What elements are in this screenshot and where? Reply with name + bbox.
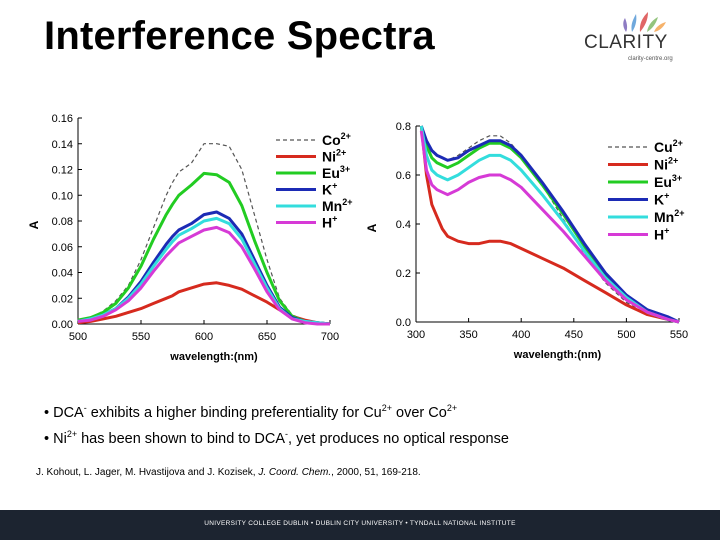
y-tick-label: 0.4 <box>396 219 411 231</box>
series-line-h <box>77 225 330 326</box>
bullet-list: • DCA- exhibits a higher binding prefere… <box>44 398 509 450</box>
y-tick-label: 0.00 <box>52 319 73 331</box>
y-tick-label: 0.8 <box>396 121 411 133</box>
legend-label: Cu2+ <box>654 138 683 155</box>
chart-2-plot: 0.0 0.2 0.4 0.6 0.8 300 350 400 450 500 550 wavelen… <box>365 121 688 361</box>
legend-label: Mn2+ <box>322 197 352 214</box>
chart-1-legend: Co2+Ni2+Eu3+K+Mn2+H+ <box>276 131 352 231</box>
x-tick-label: 550 <box>670 329 688 341</box>
chart-1-plot: 0.00 0.02 0.04 0.06 0.08 0.10 0.12 0.14 0.16 500 5… <box>27 113 339 363</box>
x-tick-label: 650 <box>258 331 276 343</box>
legend-label: Eu3+ <box>322 164 350 181</box>
series-line-eu <box>77 171 331 326</box>
y-axis-label: A <box>365 223 379 232</box>
slide-title: Interference Spectra <box>44 14 435 58</box>
logo-drops-icon <box>623 12 666 32</box>
legend-label: Ni2+ <box>322 148 346 165</box>
x-tick-label: 500 <box>69 331 87 343</box>
y-tick-label: 0.08 <box>52 216 73 228</box>
legend-label: Co2+ <box>322 131 351 148</box>
chart-2-legend: Cu2+Ni2+Eu3+K+Mn2+H+ <box>608 138 684 243</box>
x-tick-label: 350 <box>459 329 477 341</box>
y-axis-label: A <box>27 220 41 229</box>
reference-citation: J. Kohout, L. Jager, M. Hvastijova and J… <box>36 467 421 478</box>
y-tick-label: 0.2 <box>396 268 411 280</box>
legend-label: K+ <box>322 181 337 198</box>
series-line-h <box>419 130 680 324</box>
footer-institutions: UNIVERSITY COLLEGE DUBLIN • DUBLIN CITY … <box>204 520 516 527</box>
x-tick-label: 400 <box>512 329 530 341</box>
legend-label: K+ <box>654 191 669 208</box>
y-tick-label: 0.6 <box>396 170 411 182</box>
spectrum-chart-left: 0.00 0.02 0.04 0.06 0.08 0.10 0.12 0.14 0.16 500 5… <box>27 113 352 363</box>
x-tick-label: 600 <box>195 331 213 343</box>
y-tick-label: 0.04 <box>52 268 73 280</box>
y-tick-label: 0.16 <box>52 113 73 125</box>
legend-label: Eu3+ <box>654 173 682 190</box>
x-axis-label: wavelength:(nm) <box>513 349 602 361</box>
series-line-ni <box>419 125 680 324</box>
x-tick-label: 500 <box>617 329 635 341</box>
x-tick-label: 300 <box>407 329 425 341</box>
x-tick-label: 700 <box>321 331 339 343</box>
logo-subtitle: clarity-centre.org <box>628 56 673 62</box>
logo-wordmark: CLARITY <box>584 32 668 53</box>
legend-label: H+ <box>322 214 337 231</box>
y-tick-label: 0.06 <box>52 242 73 254</box>
bullet-item: • DCA- exhibits a higher binding prefere… <box>44 403 458 421</box>
series-line-k <box>419 125 680 324</box>
clarity-logo: CLARITY clarity-centre.org <box>584 10 694 66</box>
legend-label: Ni2+ <box>654 156 678 173</box>
legend-label: H+ <box>654 226 669 243</box>
legend-label: Mn2+ <box>654 208 684 225</box>
series-line-mn <box>419 125 680 324</box>
footer-bar: UNIVERSITY COLLEGE DUBLIN • DUBLIN CITY … <box>0 510 720 540</box>
y-tick-label: 0.10 <box>52 190 73 202</box>
x-tick-label: 550 <box>132 331 150 343</box>
x-tick-label: 450 <box>565 329 583 341</box>
bullet-item: • Ni2+ has been shown to bind to DCA-, y… <box>44 428 509 447</box>
spectrum-chart-right: 0.0 0.2 0.4 0.6 0.8 300 350 400 450 500 550 wavelen… <box>365 121 688 361</box>
y-tick-label: 0.14 <box>52 139 73 151</box>
y-tick-label: 0.0 <box>396 317 411 329</box>
y-tick-label: 0.12 <box>52 165 73 177</box>
y-tick-label: 0.02 <box>52 293 73 305</box>
x-axis-label: wavelength:(nm) <box>169 351 258 363</box>
